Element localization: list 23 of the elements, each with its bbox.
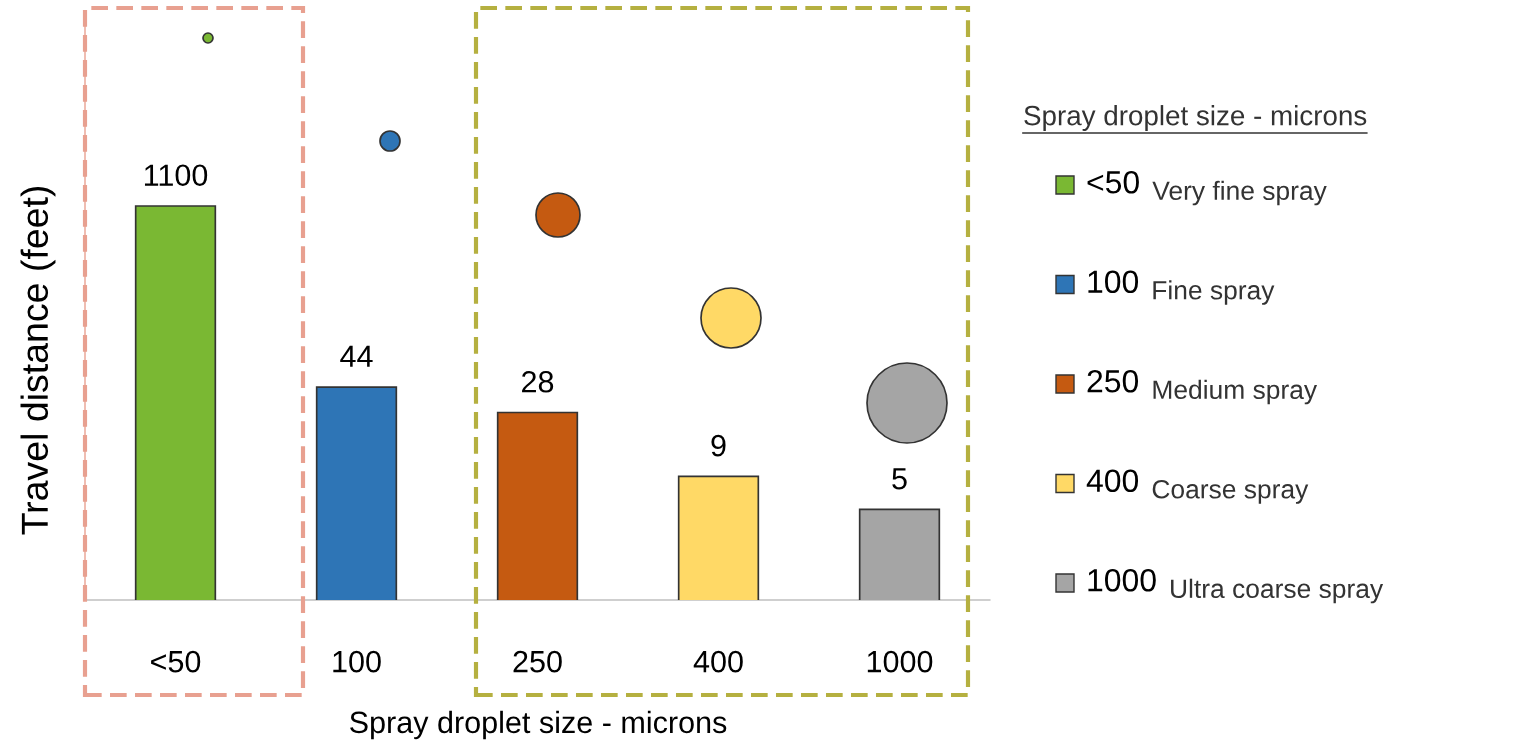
x-tick-label: <50 [151, 650, 201, 673]
category-label: <50 [1087, 170, 1139, 194]
data-label: 5 [892, 468, 907, 490]
text: Very fine spray [1152, 180, 1327, 206]
y-axis-title: Travel distance (feet) [20, 186, 56, 535]
data-label: 9 [711, 434, 726, 457]
category-label: 250 [1087, 369, 1139, 393]
data-label: 44 [340, 345, 373, 367]
text: Coarse spray [1152, 479, 1309, 504]
legend-title: Spray droplet size - microns [1024, 105, 1367, 131]
text: Ultra coarse spray [1171, 578, 1384, 604]
category-label: 1000 [1088, 568, 1156, 592]
x-tick-label: 250 [513, 650, 562, 673]
x-tick-label: 400 [693, 650, 743, 673]
x-tick-label: 100 [333, 650, 381, 673]
category-label: 100 [1088, 270, 1139, 294]
data-label: 28 [522, 370, 554, 393]
x-tick-label: 1000 [867, 650, 933, 673]
text: Fine spray [1153, 280, 1275, 305]
text: Medium spray [1153, 379, 1318, 405]
category-label: 400 [1086, 469, 1139, 493]
data-label: 1100 [144, 164, 208, 187]
x-axis-title: Spray droplet size - microns [350, 710, 727, 740]
